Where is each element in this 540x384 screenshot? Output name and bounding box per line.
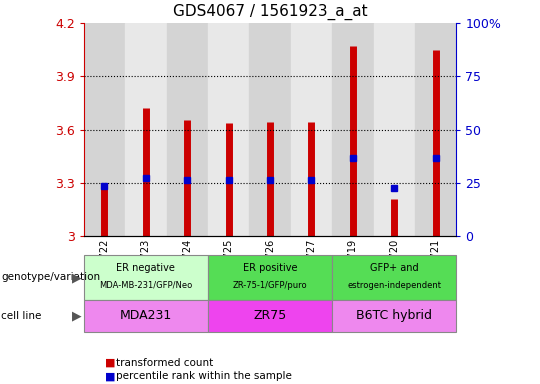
Text: estrogen-independent: estrogen-independent bbox=[347, 281, 441, 290]
Bar bbox=[208, 23, 249, 236]
Bar bbox=[125, 23, 166, 236]
Text: ▶: ▶ bbox=[72, 271, 82, 284]
Bar bbox=[374, 23, 415, 236]
Text: transformed count: transformed count bbox=[116, 358, 213, 368]
Text: MDA231: MDA231 bbox=[120, 310, 172, 322]
Bar bbox=[291, 23, 332, 236]
Text: ZR-75-1/GFP/puro: ZR-75-1/GFP/puro bbox=[233, 281, 307, 290]
Title: GDS4067 / 1561923_a_at: GDS4067 / 1561923_a_at bbox=[173, 4, 367, 20]
Text: MDA-MB-231/GFP/Neo: MDA-MB-231/GFP/Neo bbox=[99, 281, 192, 290]
Text: B6TC hybrid: B6TC hybrid bbox=[356, 310, 432, 322]
Text: ZR75: ZR75 bbox=[253, 310, 287, 322]
Text: percentile rank within the sample: percentile rank within the sample bbox=[116, 371, 292, 381]
Text: GFP+ and: GFP+ and bbox=[370, 263, 418, 273]
Bar bbox=[166, 23, 208, 236]
Text: ■: ■ bbox=[105, 371, 116, 381]
Text: ER negative: ER negative bbox=[116, 263, 176, 273]
Text: ▶: ▶ bbox=[72, 310, 82, 322]
Bar bbox=[332, 23, 374, 236]
Bar bbox=[415, 23, 456, 236]
Text: ■: ■ bbox=[105, 358, 116, 368]
Bar bbox=[249, 23, 291, 236]
Text: ER positive: ER positive bbox=[243, 263, 297, 273]
Text: genotype/variation: genotype/variation bbox=[1, 272, 100, 283]
Bar bbox=[84, 23, 125, 236]
Text: cell line: cell line bbox=[1, 311, 42, 321]
